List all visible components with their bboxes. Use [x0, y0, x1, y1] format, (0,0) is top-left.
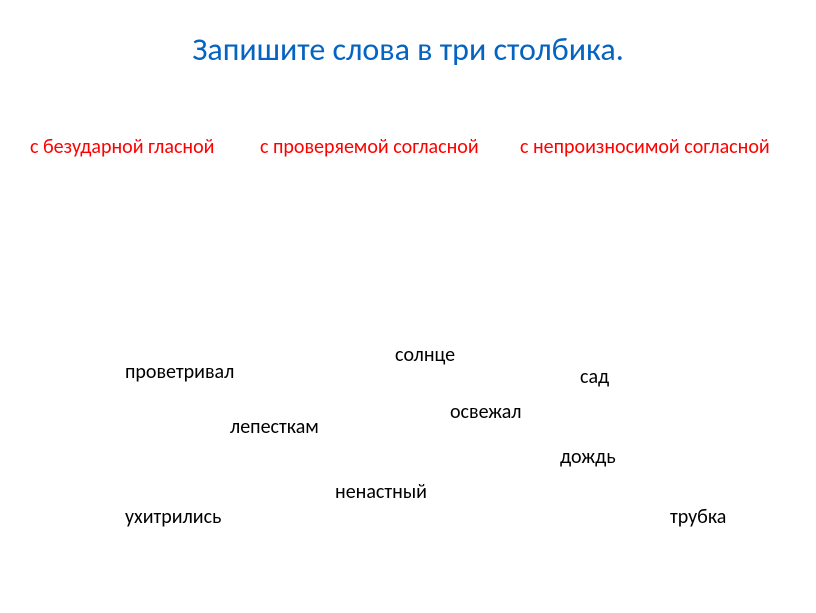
word-trubka: трубка	[670, 505, 726, 529]
word-osvezhal: освежал	[450, 400, 522, 424]
slide-title: Запишите слова в три столбика.	[0, 30, 816, 69]
column-header-1: с безударной гласной	[30, 135, 214, 159]
word-nenastnyj: ненастный	[335, 480, 427, 504]
word-ukhitrilis: ухитрились	[125, 505, 221, 529]
word-provetrival: проветривал	[125, 360, 234, 384]
column-header-3: с непроизносимой согласной	[520, 135, 770, 159]
word-dozhd: дождь	[560, 445, 616, 469]
word-solntse: солнце	[395, 343, 455, 367]
column-header-2: с проверяемой согласной	[260, 135, 479, 159]
word-lepestkam: лепесткам	[230, 415, 319, 439]
word-sad: сад	[580, 365, 609, 389]
